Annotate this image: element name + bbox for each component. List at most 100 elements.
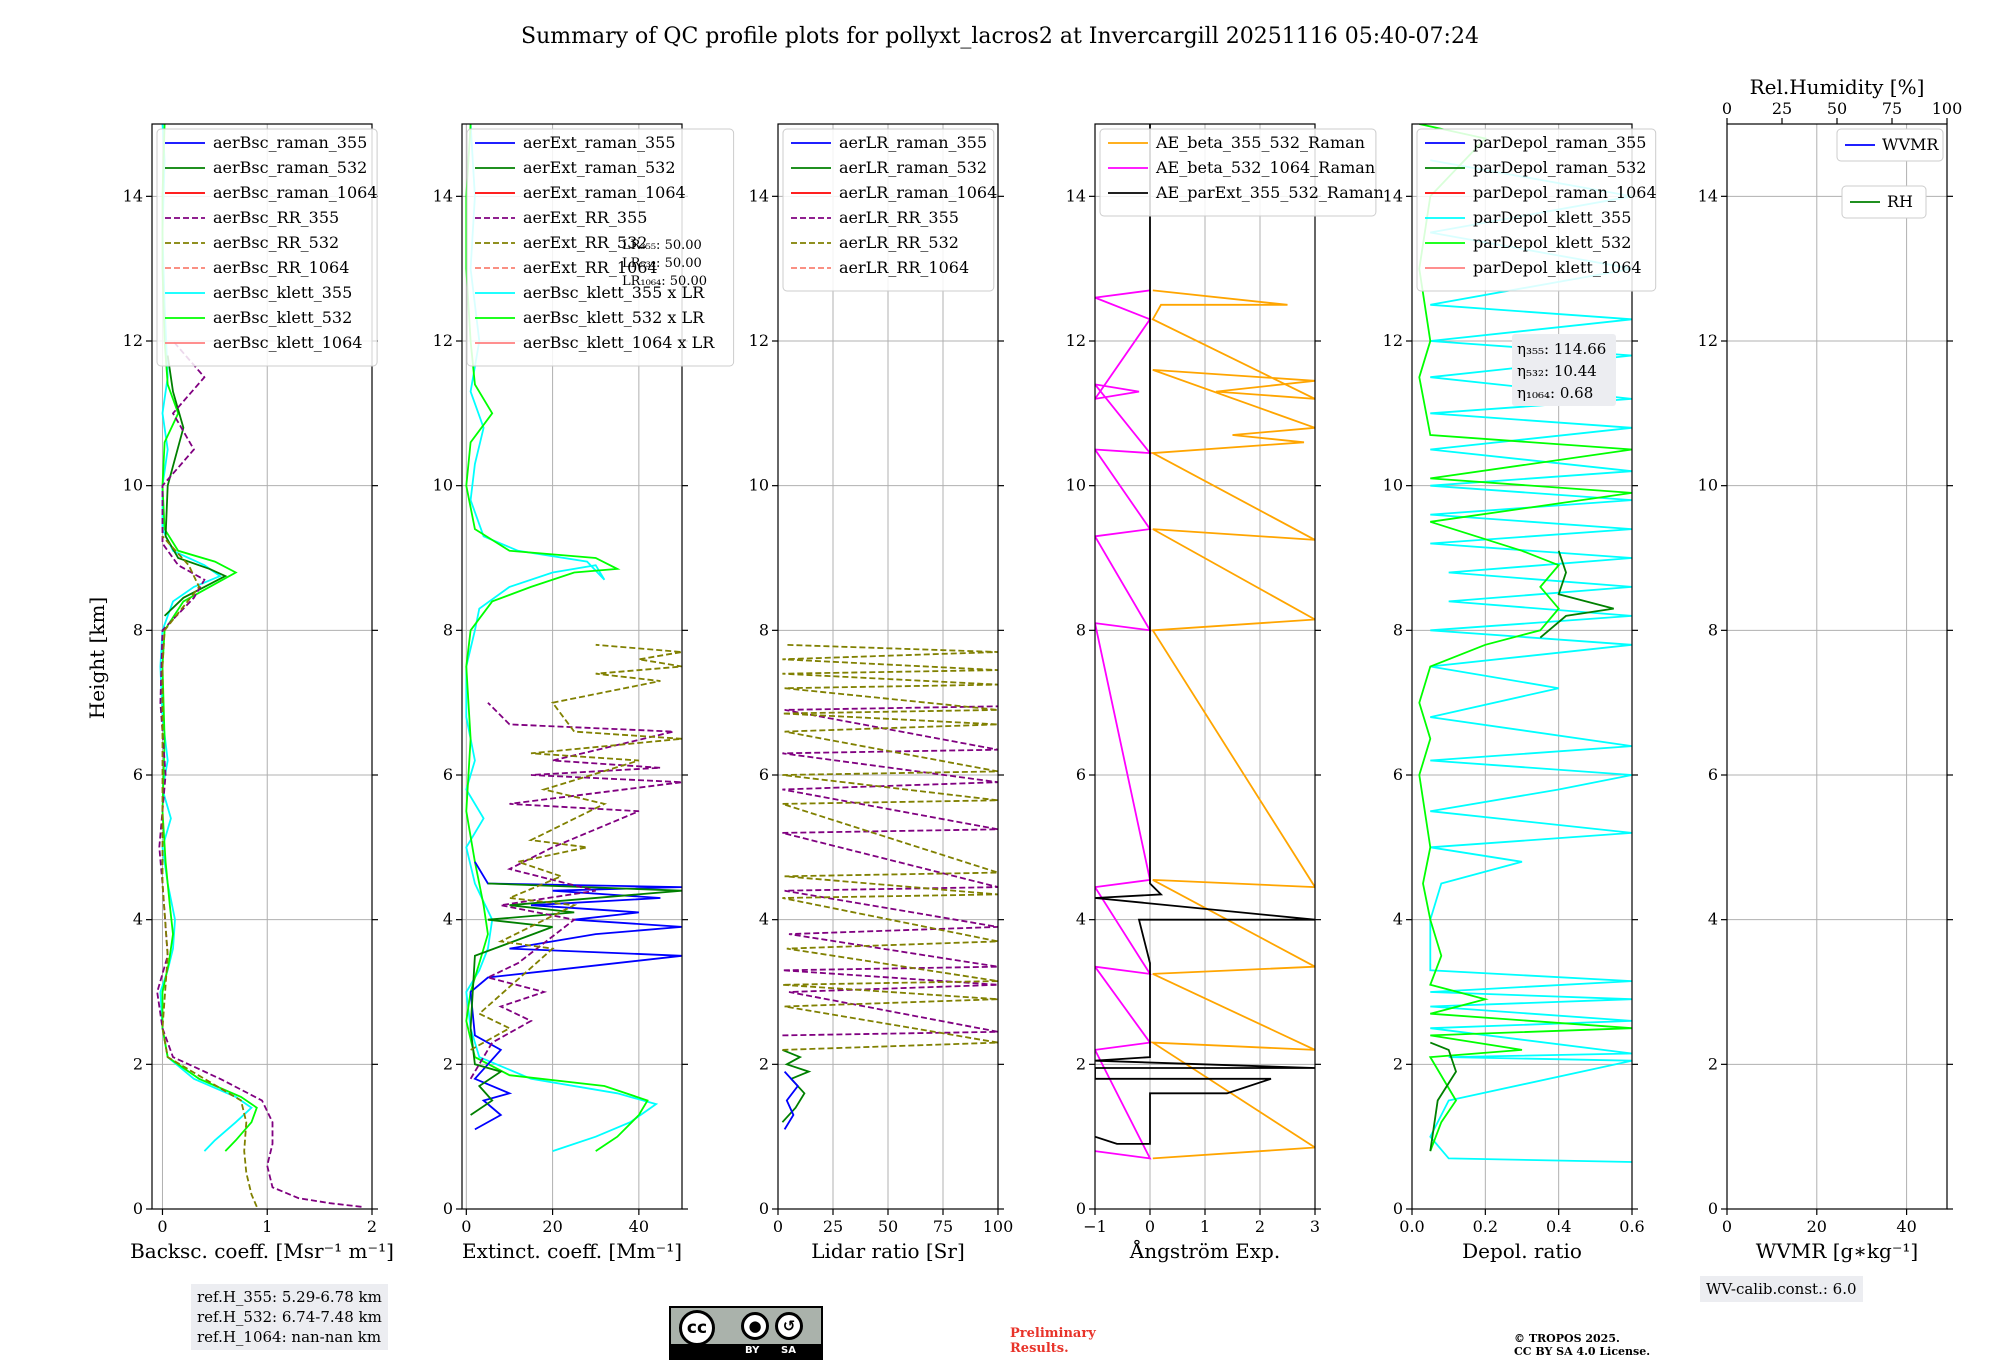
series-parDepol_raman_532_b xyxy=(1539,550,1614,639)
x-axis-label: Extinct. coeff. [Mm⁻¹] xyxy=(462,1239,682,1263)
eta-value: η₅₃₂: 10.44 xyxy=(1517,362,1597,380)
legend-label: aerBsc_RR_532 xyxy=(213,233,339,252)
series-aerExt_raman_532 xyxy=(469,882,682,1116)
legend-label: aerExt_RR_355 xyxy=(523,208,647,227)
axes-frame xyxy=(1411,123,1633,1210)
legend-label: aerExt_raman_355 xyxy=(523,133,676,152)
x-tick-label: 0.2 xyxy=(1473,1217,1498,1236)
y-tick-label: 8 xyxy=(759,620,769,639)
x-tick-label: 0 xyxy=(1145,1217,1155,1236)
legend-label: aerExt_raman_532 xyxy=(523,158,676,177)
series-parDepol_klett_355 xyxy=(1429,159,1632,1163)
legend-label: AE_beta_532_1064_Raman xyxy=(1155,158,1375,177)
legend-label: aerBsc_klett_532 x LR xyxy=(523,308,705,327)
legend-ae: AE_beta_355_532_Raman AE_beta_532_1064_Ra… xyxy=(1099,128,1384,217)
axes-frame xyxy=(461,123,683,1210)
x-tick-label: 2 xyxy=(1255,1217,1265,1236)
x-tick-label: 3 xyxy=(1310,1217,1320,1236)
series-aerExt_RR_532 xyxy=(470,643,682,1051)
y-tick-label: 10 xyxy=(1383,476,1403,495)
panel-ext: 0 2 4 6 8 10 12 14 0 20 40 Extinct. coeff. [Mm⁻¹] ae… xyxy=(433,123,735,1263)
preliminary-note: Preliminary Results. xyxy=(1010,1326,1096,1356)
legend-label: aerLR_RR_532 xyxy=(839,233,959,252)
legend-label: parDepol_klett_532 xyxy=(1473,233,1631,252)
y-tick-label: 10 xyxy=(433,476,453,495)
series-group xyxy=(156,124,362,1208)
legend-frame xyxy=(782,128,995,292)
legend-frame xyxy=(466,128,735,367)
y-tick-label: 0 xyxy=(133,1199,143,1218)
legend-depol: parDepol_raman_355 parDepol_raman_532 parD… xyxy=(1416,128,1657,292)
lidar-ratio-value: LR₃₅₅: 50.00 xyxy=(622,238,702,253)
y-tick-label: 14 xyxy=(749,186,769,205)
y-tick-label: 14 xyxy=(433,186,453,205)
x-tick-label: 0.0 xyxy=(1399,1217,1424,1236)
axes-frame xyxy=(151,123,373,1210)
series-aerExt_RR_355 xyxy=(469,702,682,1080)
series-aerBsc_klett_532 x LR xyxy=(465,124,649,1152)
y-tick-label: 14 xyxy=(1066,186,1086,205)
y-tick-label: 4 xyxy=(759,910,769,929)
x-tick-label: 2 xyxy=(367,1217,377,1236)
series-AE_beta_532_1064_Raman xyxy=(1095,289,1152,1160)
y-tick-label: 6 xyxy=(1076,765,1086,784)
x-tick-label: 0 xyxy=(1722,1217,1732,1236)
y-tick-label: 0 xyxy=(1076,1199,1086,1218)
y-tick-label: 10 xyxy=(1698,476,1718,495)
series-parDepol_raman_532 xyxy=(1429,1041,1457,1152)
legend-bsc: aerBsc_raman_355 aerBsc_raman_532 aerBsc_r… xyxy=(156,128,378,367)
x-tick-label: 1 xyxy=(262,1217,272,1236)
y-tick-label: 12 xyxy=(1066,331,1086,350)
y-tick-label: 8 xyxy=(1076,620,1086,639)
lidar-ratio-box: LR₃₅₅: 50.00 LR₅₃₂: 50.00 LR₁₀₆₄: 50.00 xyxy=(622,238,707,289)
series-aerLR_raman_355 xyxy=(783,1070,799,1130)
ref-height-355: ref.H_355: 5.29-6.78 km xyxy=(197,1288,382,1306)
cc-logo-icon: cc xyxy=(679,1310,715,1346)
legend-label: aerExt_raman_1064 xyxy=(523,183,686,202)
y-tick-label: 2 xyxy=(443,1054,453,1073)
x-tick-label: 20 xyxy=(542,1217,562,1236)
panel-wv: 0 2 4 6 8 10 12 14 0 20 40 WVMR [g∗kg⁻¹] 0 25 50 75 100 R… xyxy=(1698,75,1963,1263)
legend-label: parDepol_raman_355 xyxy=(1473,133,1646,152)
series-group xyxy=(465,124,682,1152)
series-group xyxy=(1095,124,1315,1160)
eta-box: η₃₅₅: 114.66 η₅₃₂: 10.44 η₁₀₆₄: 0.68 xyxy=(1512,334,1616,406)
legend-label: aerLR_raman_355 xyxy=(839,133,987,152)
legend-label: aerExt_RR_1064 xyxy=(523,258,658,277)
legend-frame xyxy=(1099,128,1377,217)
y-tick-label: 8 xyxy=(133,620,143,639)
y-tick-label: 10 xyxy=(123,476,143,495)
series-parDepol_klett_532 xyxy=(1418,124,1632,1152)
legend-label: aerBsc_RR_355 xyxy=(213,208,339,227)
x-tick-label: 0 xyxy=(157,1217,167,1236)
legend-wvmr: WVMR xyxy=(1836,128,1944,162)
series-aerBsc_RR_355 xyxy=(156,340,362,1208)
top-x-tick-label: 0 xyxy=(1722,99,1732,118)
legend-label: parDepol_klett_355 xyxy=(1473,208,1631,227)
x-axis-label: Ångström Exp. xyxy=(1129,1238,1280,1263)
y-tick-label: 0 xyxy=(759,1199,769,1218)
series-aerLR_RR_355 xyxy=(782,705,998,1037)
legend-label: aerLR_RR_1064 xyxy=(839,258,969,277)
legend-ext: aerExt_raman_355 aerExt_raman_532 aerExt_r… xyxy=(466,128,735,367)
wv-calib-const: WV-calib.const.: 6.0 xyxy=(1706,1280,1857,1298)
y-tick-label: 4 xyxy=(1708,910,1718,929)
y-tick-label: 6 xyxy=(1708,765,1718,784)
y-tick-label: 12 xyxy=(749,331,769,350)
axes-frame xyxy=(1726,123,1948,1210)
top-x-tick-label: 75 xyxy=(1882,99,1902,118)
x-tick-label: 75 xyxy=(933,1217,953,1236)
legend-label: aerBsc_klett_355 x LR xyxy=(523,283,705,302)
legend-label: aerBsc_klett_355 xyxy=(213,283,352,302)
x-tick-label: 50 xyxy=(878,1217,898,1236)
top-x-tick-label: 100 xyxy=(1932,99,1963,118)
legend-label: AE_parExt_355_532_Raman xyxy=(1155,183,1384,202)
y-tick-label: 4 xyxy=(1076,910,1086,929)
y-tick-label: 14 xyxy=(123,186,143,205)
legend-rh: RH xyxy=(1841,185,1927,219)
y-tick-label: 8 xyxy=(1393,620,1403,639)
legend-label: RH xyxy=(1887,192,1913,211)
share-alike-icon: ↺ xyxy=(775,1312,803,1340)
